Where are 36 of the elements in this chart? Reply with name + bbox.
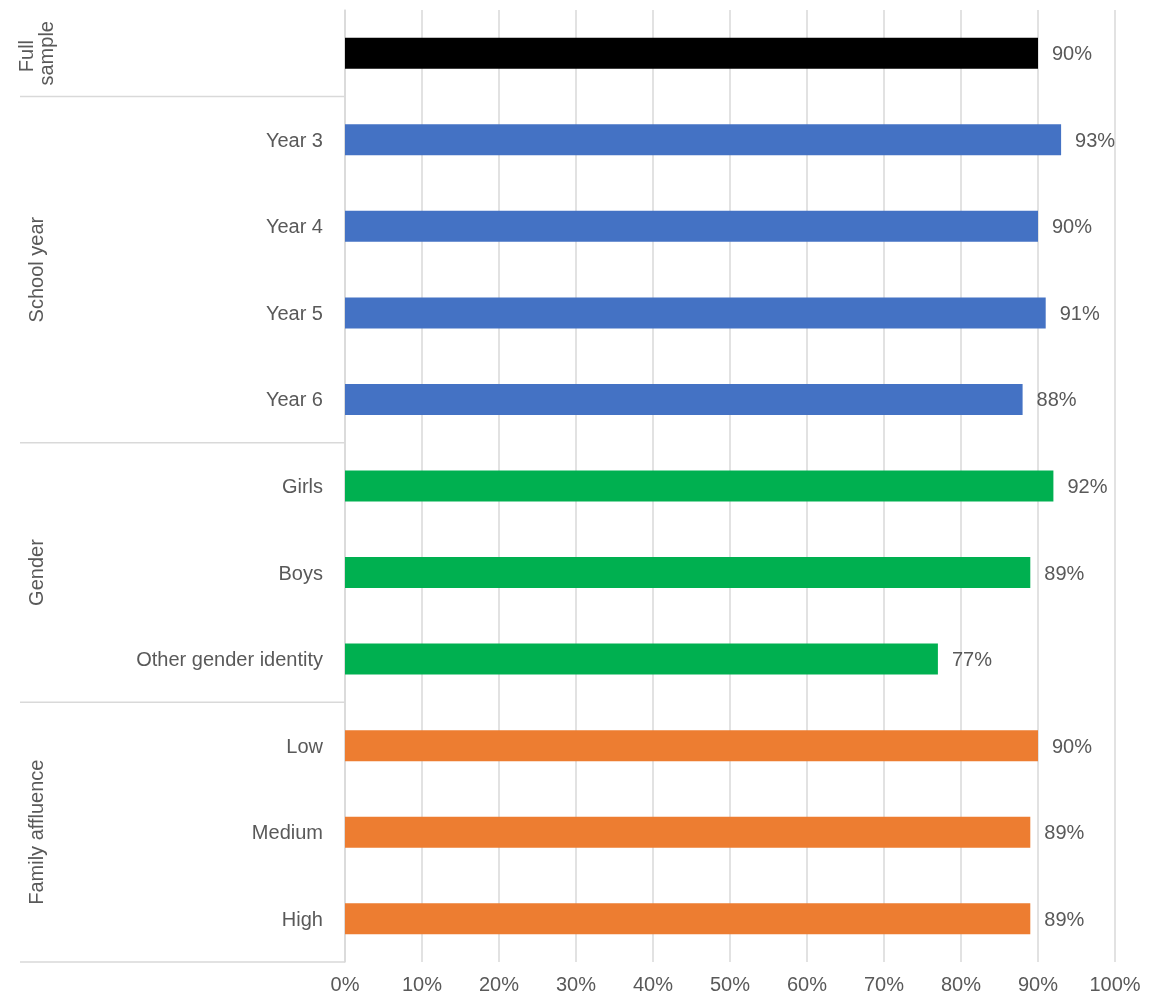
y-tick-label: Year 3 <box>265 128 323 151</box>
y-tick-label: Girls <box>281 475 323 497</box>
y-tick-label: Boys <box>278 561 323 584</box>
data-label: 90% <box>1052 734 1093 757</box>
y-tick-label: High <box>281 907 323 930</box>
x-tick-label: 0% <box>330 973 360 995</box>
data-label: 88% <box>1036 388 1077 411</box>
x-tick-label: 40% <box>632 973 674 995</box>
y-tick-label: Low <box>286 734 324 757</box>
data-label: 91% <box>1059 301 1100 324</box>
x-tick-label: 20% <box>478 973 520 995</box>
data-label: 90% <box>1052 215 1093 238</box>
data-label: 92% <box>1067 475 1108 497</box>
x-tick-label: 30% <box>555 973 597 995</box>
x-tick-label: 70% <box>863 973 905 995</box>
text: School year <box>25 216 47 323</box>
data-label: 89% <box>1044 907 1085 930</box>
x-tick-label: 100% <box>1089 973 1141 995</box>
x-tick-label: 80% <box>940 973 982 995</box>
y-tick-label: Year 5 <box>265 301 323 324</box>
data-label: 89% <box>1044 561 1085 584</box>
y-tick-label: Medium <box>251 821 323 844</box>
x-tick-label: 10% <box>401 973 443 995</box>
data-label: 90% <box>1052 42 1093 65</box>
y-tick-label: Year 4 <box>265 215 323 238</box>
x-tick-label: 60% <box>786 973 828 995</box>
y-tick-label: Year 6 <box>265 388 323 411</box>
x-tick-label: 90% <box>1017 973 1059 995</box>
y-tick-label: Other gender identity <box>136 648 323 671</box>
text: Full sample <box>15 21 57 86</box>
text: Gender <box>25 538 47 606</box>
data-label: 93% <box>1075 128 1116 151</box>
data-label: 89% <box>1044 821 1085 844</box>
data-label: 77% <box>951 648 993 671</box>
x-tick-label: 50% <box>709 973 751 995</box>
text: Family affluence <box>25 759 47 905</box>
